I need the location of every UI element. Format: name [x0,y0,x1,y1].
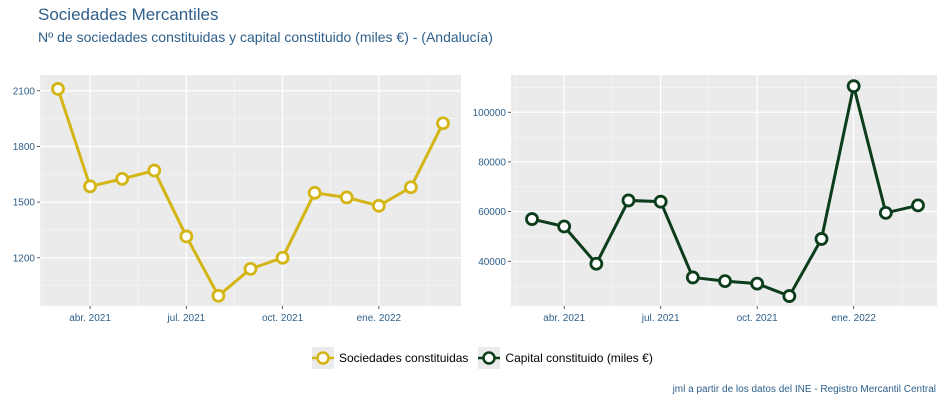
data-point [782,289,797,303]
data-point [179,229,194,244]
data-point [878,205,893,220]
charts-canvas: 1200 1500 1800 2100 abr. 2021 jul. 2021 oct. 2… [13,75,937,324]
x-tick-label: abr. 2021 [69,313,111,324]
data-point [653,194,668,209]
left-chart-panel: 1200 1500 1800 2100 abr. 2021 jul. 2021 oct. 2… [13,75,461,324]
x-tick-label: abr. 2021 [543,313,585,324]
plot-background [511,75,937,306]
data-point [211,288,226,303]
data-point [371,198,386,213]
y-tick-label: 1800 [13,142,36,153]
data-point [911,198,925,213]
x-tick-label: oct. 2021 [262,313,304,324]
data-point [589,256,604,271]
y-tick-label: 80000 [478,157,506,168]
legend-item-sociedades: Sociedades constituidas [312,347,468,369]
chart-subtitle: Nº de sociedades constituidas y capital … [38,29,493,45]
data-point [557,219,572,234]
y-tick-label: 1500 [13,198,36,209]
right-chart-panel: 40000 60000 80000 100000 abr. 2021 jul. 2021 o… [473,75,937,324]
data-point [115,172,130,186]
x-tick-label: oct. 2021 [737,313,779,324]
data-point [307,185,322,200]
y-tick-label: 1200 [13,253,36,264]
data-point [275,250,290,265]
legend-key-sociedades [312,347,334,369]
data-point [436,116,450,131]
data-point [51,82,65,96]
x-tick-label: ene. 2022 [357,313,402,324]
x-tick-label: jul. 2021 [166,313,205,324]
data-point [339,190,354,205]
x-tick-label: ene. 2022 [831,313,876,324]
y-tick-label: 60000 [478,207,506,218]
data-point [147,163,162,178]
data-point [718,274,732,289]
legend-label-sociedades: Sociedades constituidas [339,351,469,365]
data-point [243,261,258,276]
legend-label-capital: Capital constituido (miles €) [505,351,653,365]
data-point [846,79,861,94]
y-tick-label: 100000 [473,108,507,119]
data-point [750,276,765,291]
data-point [685,270,700,285]
data-point [621,193,636,208]
legend-item-capital: Capital constituido (miles €) [478,347,653,369]
data-point [404,180,418,195]
chart-title: Sociedades Mercantiles [38,5,219,24]
y-tick-label: 40000 [478,257,506,268]
legend-key-capital [478,347,501,369]
x-tick-label: jul. 2021 [641,313,680,324]
data-point [814,232,829,246]
legend: Sociedades constituidas Capital constitu… [312,347,663,369]
y-tick-label: 2100 [13,86,36,97]
data-point [83,179,97,194]
source-caption: jml a partir de los datos del INE - Regi… [672,384,936,395]
data-point [525,212,539,226]
